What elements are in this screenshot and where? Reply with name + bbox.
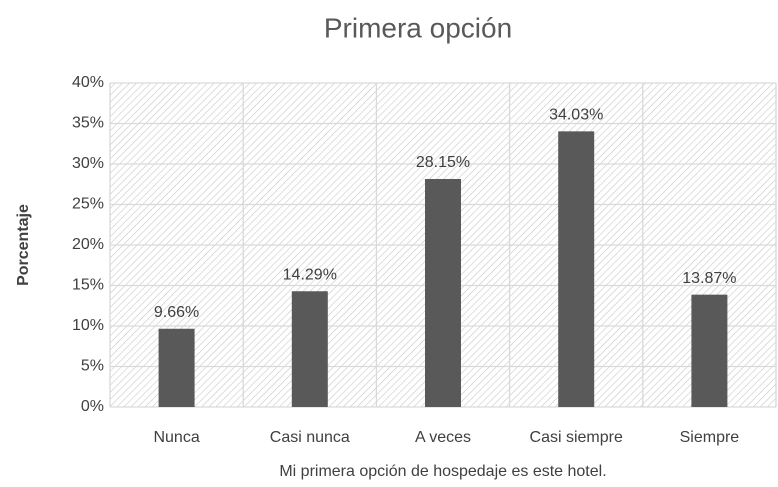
chart-title: Primera opción: [324, 12, 512, 43]
x-tick-label: A veces: [415, 429, 471, 446]
x-tick-label: Casi nunca: [270, 429, 350, 446]
x-tick-label: Nunca: [153, 429, 199, 446]
data-label: 14.29%: [283, 266, 337, 283]
y-tick-label: 30%: [72, 155, 104, 172]
y-axis-title: Porcentaje: [15, 204, 32, 286]
y-tick-label: 5%: [81, 358, 104, 375]
bar: [558, 131, 595, 407]
y-tick-label: 10%: [72, 317, 104, 334]
data-label: 9.66%: [154, 304, 199, 321]
y-tick-label: 20%: [72, 236, 104, 253]
bar: [158, 328, 195, 407]
bar: [425, 178, 461, 407]
data-label: 28.15%: [416, 154, 470, 171]
x-tick-label: Siempre: [680, 429, 740, 446]
x-axis-title: Mi primera opción de hospedaje es este h…: [279, 463, 606, 480]
y-tick-label: 25%: [72, 196, 104, 213]
data-label: 34.03%: [549, 107, 603, 124]
y-tick-label: 35%: [72, 115, 104, 132]
y-tick-label: 15%: [72, 277, 104, 294]
x-tick-label: Casi siempre: [530, 429, 623, 446]
bar: [291, 291, 328, 407]
y-tick-label: 0%: [81, 398, 104, 415]
bar: [691, 294, 728, 407]
data-label: 13.87%: [682, 270, 736, 287]
y-tick-label: 40%: [72, 74, 104, 91]
